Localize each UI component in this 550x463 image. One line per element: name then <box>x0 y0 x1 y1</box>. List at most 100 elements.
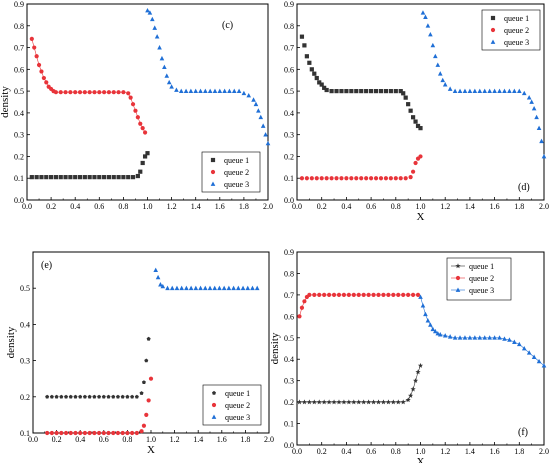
data-point <box>162 64 167 70</box>
data-point <box>212 88 218 94</box>
data-point <box>408 175 413 180</box>
data-point <box>467 88 473 94</box>
data-point <box>311 399 317 405</box>
x-tick-label: 1.0 <box>416 202 426 211</box>
series-2 <box>29 36 148 135</box>
data-point <box>346 292 351 297</box>
data-point <box>254 285 260 291</box>
data-point <box>302 43 307 48</box>
data-point <box>388 176 393 181</box>
y-tick-label: 0.4 <box>14 109 24 118</box>
y-tick-label: 0.6 <box>284 65 294 74</box>
legend-item: queue 2 <box>210 168 249 177</box>
data-point <box>312 292 317 297</box>
data-point <box>378 176 384 181</box>
x-tick-label: 1.0 <box>143 202 153 211</box>
legend-label: queue 2 <box>225 401 250 410</box>
data-point <box>385 399 391 405</box>
x-tick-label: 0.6 <box>99 435 109 444</box>
y-tick-label: 0.2 <box>14 152 24 161</box>
legend-item: queue 2 <box>490 26 529 35</box>
data-point <box>307 292 312 297</box>
data-point <box>512 339 517 344</box>
data-point <box>174 285 180 291</box>
y-tick-label: 0.7 <box>14 44 24 53</box>
data-point <box>356 292 361 297</box>
data-point <box>418 126 423 131</box>
legend-label: queue 3 <box>224 180 249 189</box>
series-1 <box>296 362 424 405</box>
x-axis-label: X <box>147 444 155 456</box>
y-tick-label: 0.5 <box>14 87 24 96</box>
legend-item: queue 2 <box>451 274 494 283</box>
data-point <box>97 175 102 180</box>
data-point <box>154 34 160 39</box>
data-point <box>321 399 327 405</box>
data-point <box>102 175 107 180</box>
data-point <box>452 88 458 94</box>
legend-marker <box>490 15 496 21</box>
data-point <box>111 175 116 180</box>
y-tick-label: 0.3 <box>284 377 294 386</box>
data-point <box>63 175 68 180</box>
legend-marker <box>455 263 461 269</box>
data-point <box>152 25 158 30</box>
data-point <box>349 176 354 181</box>
data-point <box>59 430 64 436</box>
data-point <box>534 114 539 120</box>
data-point <box>126 91 131 96</box>
data-point <box>296 399 303 405</box>
data-point <box>63 90 68 95</box>
data-point <box>327 292 332 297</box>
data-point <box>241 90 247 96</box>
data-point <box>401 292 406 297</box>
data-point <box>58 90 63 95</box>
data-point <box>174 87 179 92</box>
data-point <box>507 88 512 94</box>
y-tick-label: 0.0 <box>14 196 24 205</box>
data-point <box>96 430 102 436</box>
data-point <box>184 285 189 291</box>
x-tick-label: 0.0 <box>292 202 302 211</box>
series-3 <box>145 8 271 146</box>
data-point <box>236 285 241 291</box>
data-point <box>433 53 438 59</box>
data-point <box>304 176 309 181</box>
x-axis-label: X <box>417 211 425 223</box>
data-point <box>425 23 431 28</box>
legend-marker <box>212 390 216 395</box>
data-point <box>430 326 436 332</box>
y-tick-label: 0.3 <box>284 131 294 140</box>
data-point <box>130 102 136 107</box>
data-point <box>373 89 379 94</box>
data-point <box>418 154 423 159</box>
data-point <box>212 285 218 291</box>
data-point <box>87 175 92 180</box>
data-point <box>87 430 92 436</box>
data-point <box>366 399 372 405</box>
data-point <box>258 114 264 120</box>
data-point <box>349 89 354 94</box>
data-point <box>116 175 121 180</box>
data-point <box>317 80 322 85</box>
data-point <box>376 292 381 297</box>
data-point <box>388 89 393 94</box>
x-tick-label: 0.2 <box>317 447 327 456</box>
data-point <box>133 108 138 113</box>
legend-marker <box>210 181 216 186</box>
series-line <box>299 365 421 403</box>
x-tick-label: 1.2 <box>440 202 450 211</box>
data-point <box>125 394 130 399</box>
data-point <box>164 73 170 78</box>
chart-panel-3: 0.0 0.2 0.4 0.6 0.8 1.0 1.2 1.4 1.6 1.8 2.0 0.1 0.2 0… <box>5 251 274 456</box>
data-point <box>408 392 414 398</box>
data-point <box>146 398 151 403</box>
data-point <box>319 82 324 87</box>
data-point <box>301 399 308 405</box>
data-point <box>53 175 59 180</box>
data-point <box>106 175 112 180</box>
data-point <box>193 285 199 291</box>
data-point <box>405 397 411 403</box>
data-point <box>165 285 170 291</box>
data-point <box>102 90 107 95</box>
